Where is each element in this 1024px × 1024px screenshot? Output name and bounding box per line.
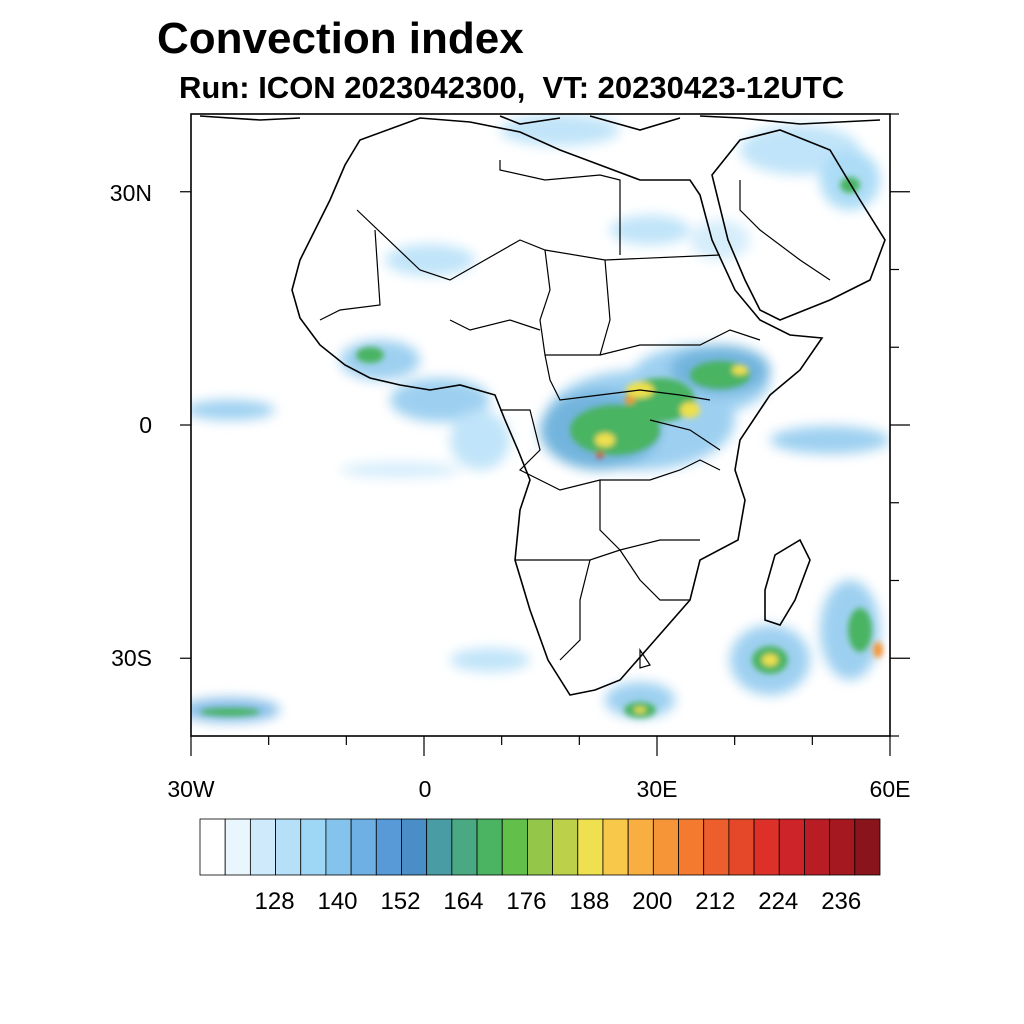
- colorbar-swatch: [426, 818, 453, 876]
- lat-label-0: 0: [139, 412, 152, 438]
- europe-coast: [199, 115, 881, 131]
- colorbar-swatch: [652, 818, 679, 876]
- lon-label-60e: 60E: [869, 776, 911, 802]
- colorbar-swatch: [678, 818, 705, 876]
- colorbar-swatch: [577, 818, 604, 876]
- lat-label-30s: 30S: [111, 645, 152, 671]
- colorbar-swatch: [627, 818, 654, 876]
- colorbar-swatch: [703, 818, 730, 876]
- map-title: Convection index: [157, 14, 524, 63]
- lon-label-30e: 30E: [636, 776, 678, 802]
- colorbar-swatch: [753, 818, 780, 876]
- colorbar-label: 152: [380, 888, 421, 915]
- madagascar: [764, 538, 811, 626]
- colorbar-swatch: [552, 818, 579, 876]
- colorbar-swatch: [300, 818, 327, 876]
- map-subtitle: Run: ICON 2023042300, VT: 20230423-12UTC: [179, 70, 845, 105]
- axis-ticks: [180, 113, 910, 756]
- colorbar-label: 140: [317, 888, 358, 915]
- colorbar-label: 236: [821, 888, 862, 915]
- colorbar-swatch: [804, 818, 831, 876]
- arabia: [711, 129, 886, 321]
- colorbar-swatch: [602, 818, 629, 876]
- colorbar-label: 188: [569, 888, 610, 915]
- country-borders: [319, 160, 831, 669]
- colorbar-swatch: [527, 818, 553, 876]
- colorbar-swatch: [451, 818, 478, 876]
- colorbar-swatch: [199, 818, 226, 876]
- lon-label-30w: 30W: [167, 776, 215, 802]
- colorbar-swatch: [728, 818, 755, 876]
- colorbar-swatch: [375, 818, 402, 876]
- lon-label-0: 0: [418, 776, 432, 802]
- colorbar-swatch: [476, 818, 503, 876]
- colorbar-label: 164: [443, 888, 484, 915]
- colorbar-swatch: [829, 818, 856, 876]
- colorbar: [199, 818, 881, 876]
- colorbar-label: 200: [632, 888, 673, 915]
- colorbar-label: 128: [254, 888, 295, 915]
- colorbar-swatch: [854, 818, 881, 876]
- colorbar-label: 176: [506, 888, 547, 915]
- colorbar-swatch: [501, 818, 528, 876]
- lat-label-30n: 30N: [109, 180, 152, 206]
- colorbar-swatch: [275, 818, 302, 876]
- colorbar-swatch: [401, 818, 428, 876]
- convection-field: [191, 114, 890, 722]
- colorbar-label: 224: [758, 888, 799, 915]
- coastlines: [199, 115, 886, 696]
- africa-coastline: [291, 117, 824, 696]
- colorbar-label: 212: [695, 888, 736, 915]
- colorbar-swatch: [778, 818, 805, 876]
- colorbar-swatch: [325, 818, 352, 876]
- colorbar-swatch: [224, 818, 251, 876]
- colorbar-swatch: [249, 818, 276, 876]
- colorbar-swatch: [350, 818, 377, 876]
